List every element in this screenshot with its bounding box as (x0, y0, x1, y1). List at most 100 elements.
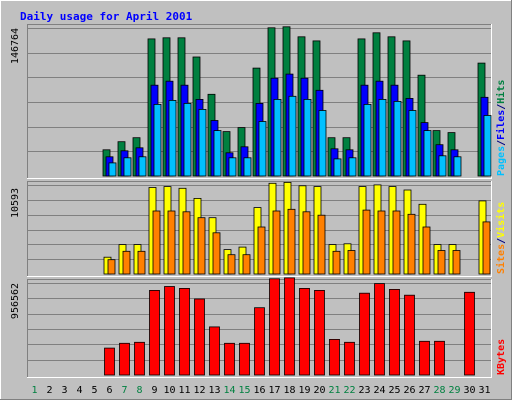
bar-kbytes-day-18 (284, 277, 295, 376)
x-tick-label-29: 29 (448, 385, 460, 396)
bar-sites-day-22 (347, 250, 356, 275)
x-tick-label-31: 31 (478, 385, 490, 396)
bar-pages-day-17 (273, 99, 282, 177)
x-tick-label-26: 26 (403, 385, 415, 396)
bar-pages-day-20 (318, 110, 327, 177)
bar-kbytes-day-19 (299, 287, 310, 376)
x-tick-label-9: 9 (151, 385, 157, 396)
bar-kbytes-day-28 (434, 340, 445, 376)
bar-sites-day-24 (377, 210, 386, 275)
legend-entry: Pages (496, 146, 507, 176)
legend-entry: / (496, 238, 507, 244)
bar-kbytes-day-25 (389, 288, 400, 376)
bar-kbytes-day-12 (194, 298, 205, 376)
bar-kbytes-day-17 (269, 278, 280, 376)
bar-pages-day-28 (438, 155, 447, 177)
bar-sites-day-10 (167, 210, 176, 275)
bar-sites-day-26 (407, 213, 416, 275)
bar-kbytes-day-24 (374, 283, 385, 376)
panel-visits: 10593 Sites/Visits (10, 181, 507, 277)
bar-sites-day-20 (317, 214, 326, 275)
bar-pages-day-15 (243, 157, 252, 177)
bar-sites-day-19 (302, 211, 311, 275)
x-tick-label-12: 12 (193, 385, 205, 396)
bar-sites-day-21 (332, 250, 341, 275)
panel-kbytes-legend: KBytes (496, 339, 507, 375)
legend-entry: Files (495, 110, 507, 140)
bar-kbytes-day-14 (224, 342, 235, 376)
legend-entry: Sites (495, 244, 507, 274)
chart-title: Daily usage for April 2001 (20, 10, 193, 23)
bar-sites-day-29 (452, 250, 461, 275)
bar-kbytes-day-8 (134, 341, 145, 376)
bar-pages-day-11 (183, 103, 192, 177)
bar-kbytes-day-6 (104, 347, 115, 376)
bar-kbytes-day-20 (314, 289, 325, 376)
bar-pages-day-6 (108, 162, 117, 177)
bar-pages-day-31 (483, 115, 492, 177)
panel-visits-legend: Sites/Visits (495, 202, 507, 274)
x-tick-label-24: 24 (373, 385, 385, 396)
bar-kbytes-day-10 (164, 286, 175, 376)
x-tick-label-23: 23 (358, 385, 370, 396)
bar-sites-day-6 (107, 259, 116, 275)
bar-kbytes-day-22 (344, 341, 355, 376)
bar-pages-day-24 (378, 99, 387, 177)
bar-pages-day-23 (363, 104, 372, 177)
panel-kbytes-ymax-label: 956562 (10, 283, 21, 319)
bar-kbytes-day-15 (239, 342, 250, 376)
bar-kbytes-day-30 (464, 291, 475, 376)
bar-kbytes-day-11 (179, 287, 190, 376)
x-tick-label-25: 25 (388, 385, 400, 396)
x-tick-label-17: 17 (268, 385, 280, 396)
x-tick-label-13: 13 (208, 385, 220, 396)
bar-pages-day-10 (168, 100, 177, 177)
x-tick-label-6: 6 (106, 385, 112, 396)
bar-sites-day-17 (272, 210, 281, 275)
x-tick-label-30: 30 (463, 385, 475, 396)
legend-entry: Visits (495, 202, 507, 238)
bar-sites-day-31 (482, 221, 491, 275)
bar-kbytes-day-7 (119, 342, 130, 376)
x-tick-label-11: 11 (178, 385, 190, 396)
bar-kbytes-day-26 (404, 294, 415, 376)
x-tick-label-14: 14 (223, 385, 235, 396)
x-tick-label-3: 3 (61, 385, 67, 396)
panels-group: 146764Pages/Files/Hits10593Sites/Visits9… (10, 24, 507, 378)
x-tick-label-15: 15 (238, 385, 250, 396)
bar-pages-day-19 (303, 99, 312, 177)
x-axis-labels: 1 2 3 4 5 6 7 8 9 10 11 12 13 14 15 16 17 18 19 20 21 22 23 24 2… (31, 385, 490, 396)
bar-pages-day-22 (348, 157, 357, 177)
bar-sites-day-9 (152, 210, 161, 275)
x-tick-label-4: 4 (76, 385, 82, 396)
legend-entry: Hits (495, 80, 507, 104)
x-tick-label-28: 28 (433, 385, 445, 396)
bar-kbytes-day-9 (149, 289, 160, 376)
bar-pages-day-29 (453, 156, 462, 177)
bar-pages-day-25 (393, 101, 402, 177)
bar-sites-day-15 (242, 254, 251, 275)
bar-sites-day-23 (362, 209, 371, 275)
bar-pages-day-18 (288, 95, 297, 177)
panel-visits-ymax-label: 10593 (10, 188, 21, 218)
legend-entry: KBytes (496, 339, 507, 375)
bar-pages-day-16 (258, 121, 267, 177)
bar-sites-day-12 (197, 217, 206, 275)
bar-sites-day-7 (122, 250, 131, 275)
bar-pages-day-7 (123, 157, 132, 177)
x-tick-label-16: 16 (253, 385, 265, 396)
bar-pages-day-12 (198, 109, 207, 177)
bar-pages-day-14 (228, 157, 237, 177)
bar-sites-day-16 (257, 226, 266, 275)
bar-pages-day-9 (153, 104, 162, 177)
x-tick-label-8: 8 (136, 385, 142, 396)
bar-sites-day-14 (227, 254, 236, 275)
x-tick-label-18: 18 (283, 385, 295, 396)
bar-kbytes-day-13 (209, 326, 220, 376)
bar-sites-day-27 (422, 226, 431, 275)
x-tick-label-27: 27 (418, 385, 430, 396)
panel-hits-ymax-label: 146764 (10, 28, 21, 64)
bar-sites-day-8 (137, 250, 146, 275)
x-tick-label-22: 22 (343, 385, 355, 396)
